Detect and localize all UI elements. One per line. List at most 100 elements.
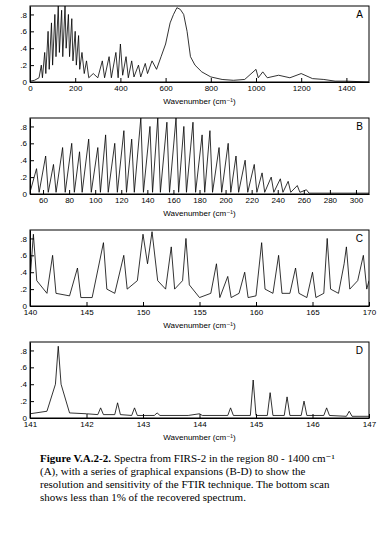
y-tick: .2 — [20, 285, 34, 294]
y-axis-line — [30, 343, 31, 419]
x-tick: 200 — [69, 78, 83, 93]
x-tick: 142 — [80, 414, 94, 429]
x-tick-mark — [69, 190, 70, 194]
panel: 1411421431441451461470.2.4.6.8DWavenumbe… — [20, 342, 376, 442]
y-tick-label: .8 — [20, 123, 27, 132]
x-tick-label: 145 — [250, 420, 264, 429]
y-tick-label: 0 — [23, 190, 28, 199]
figure: 02004006008001000120014000.2.4.6.8AWaven… — [0, 0, 381, 450]
x-tick-label: 155 — [193, 308, 207, 317]
x-tick-label: 260 — [298, 196, 312, 205]
x-tick: 400 — [114, 78, 128, 93]
x-tick: 600 — [159, 78, 173, 93]
x-tick: 280 — [324, 190, 338, 205]
x-tick: 143 — [137, 414, 151, 429]
x-axis-title: Wavenumber (cm⁻¹) — [163, 209, 236, 218]
y-tick-mark — [30, 65, 34, 66]
panel: 60801001201401601802002202402602803000.2… — [20, 118, 369, 218]
x-tick: 145 — [250, 414, 264, 429]
panel-label: B — [356, 121, 363, 132]
y-tick-mark — [30, 160, 34, 161]
y-tick: .8 — [20, 123, 34, 132]
y-tick: 0 — [23, 302, 34, 311]
x-axis: 141142143144145146147 — [24, 414, 377, 429]
panel: 02004006008001000120014000.2.4.6.8AWaven… — [20, 6, 369, 106]
y-axis-line — [30, 119, 31, 195]
y-tick: .2 — [20, 397, 34, 406]
y-tick-mark — [30, 418, 34, 419]
y-tick-label: 0 — [23, 414, 28, 423]
x-tick-label: 60 — [39, 196, 48, 205]
x-tick-label: 1200 — [293, 84, 311, 93]
y-tick-label: .2 — [20, 173, 27, 182]
y-tick-mark — [30, 143, 34, 144]
x-tick-mark — [369, 414, 370, 418]
plot-frame — [30, 6, 369, 82]
x-tick: 145 — [80, 302, 94, 317]
x-tick-mark — [200, 190, 201, 194]
x-tick-mark — [301, 78, 302, 82]
y-tick: .2 — [20, 61, 34, 70]
x-tick-label: 240 — [272, 196, 286, 205]
x-tick-mark — [252, 190, 253, 194]
y-tick-mark — [30, 177, 34, 178]
y-axis-line — [30, 7, 31, 83]
x-tick-mark — [120, 78, 121, 82]
y-tick: .8 — [20, 11, 34, 20]
data-area — [30, 232, 369, 298]
x-tick-label: 800 — [205, 84, 219, 93]
x-tick-mark — [278, 190, 279, 194]
x-tick-mark — [313, 302, 314, 306]
spectrum-line — [30, 6, 369, 82]
y-tick: .2 — [20, 173, 34, 182]
x-tick-mark — [43, 190, 44, 194]
y-tick-label: .6 — [20, 139, 27, 148]
caption: Figure V.A.2-2.Spectra from FIRS-2 in th… — [40, 452, 345, 504]
x-tick: 800 — [205, 78, 219, 93]
x-tick-mark — [369, 302, 370, 306]
x-tick: 1000 — [248, 78, 266, 93]
x-tick-mark — [95, 190, 96, 194]
y-tick-mark — [30, 194, 34, 195]
y-tick-label: .6 — [20, 27, 27, 36]
x-tick-label: 144 — [193, 420, 207, 429]
x-axis-title: Wavenumber (cm⁻¹) — [163, 321, 236, 330]
x-axis-title: Wavenumber (cm⁻¹) — [163, 97, 236, 106]
x-tick-label: 1400 — [338, 84, 356, 93]
y-axis: 0 .2 .4 .6 .8 — [20, 7, 34, 88]
y-tick-mark — [30, 31, 34, 32]
data-area — [30, 118, 369, 193]
spectrum-line — [30, 232, 369, 298]
y-tick-mark — [30, 48, 34, 49]
x-tick-label: 160 — [250, 308, 264, 317]
y-tick-mark — [30, 401, 34, 402]
x-tick-mark — [200, 302, 201, 306]
x-tick-label: 140 — [141, 196, 155, 205]
y-tick-mark — [30, 306, 34, 307]
caption-label: Figure V.A.2-2. — [40, 452, 111, 464]
x-tick: 146 — [306, 414, 320, 429]
panel-label: D — [356, 345, 363, 356]
spectrum-line — [30, 118, 369, 193]
y-tick: 0 — [23, 78, 34, 87]
plot-frame — [30, 342, 369, 418]
y-tick-label: .4 — [20, 44, 27, 53]
x-tick-label: 180 — [193, 196, 207, 205]
y-tick-mark — [30, 126, 34, 127]
y-tick: .4 — [20, 44, 34, 53]
x-tick-mark — [87, 414, 88, 418]
x-tick: 1200 — [293, 78, 311, 93]
y-tick-label: 0 — [23, 302, 28, 311]
x-tick-mark — [166, 78, 167, 82]
x-tick-label: 400 — [114, 84, 128, 93]
x-tick-mark — [313, 414, 314, 418]
x-tick-label: 200 — [69, 84, 83, 93]
y-tick-mark — [30, 367, 34, 368]
y-tick-label: .6 — [20, 251, 27, 260]
plot-frame — [30, 230, 369, 306]
x-tick: 165 — [306, 302, 320, 317]
y-tick: 0 — [23, 190, 34, 199]
x-tick-label: 142 — [80, 420, 94, 429]
x-tick-label: 146 — [306, 420, 320, 429]
x-tick-mark — [211, 78, 212, 82]
